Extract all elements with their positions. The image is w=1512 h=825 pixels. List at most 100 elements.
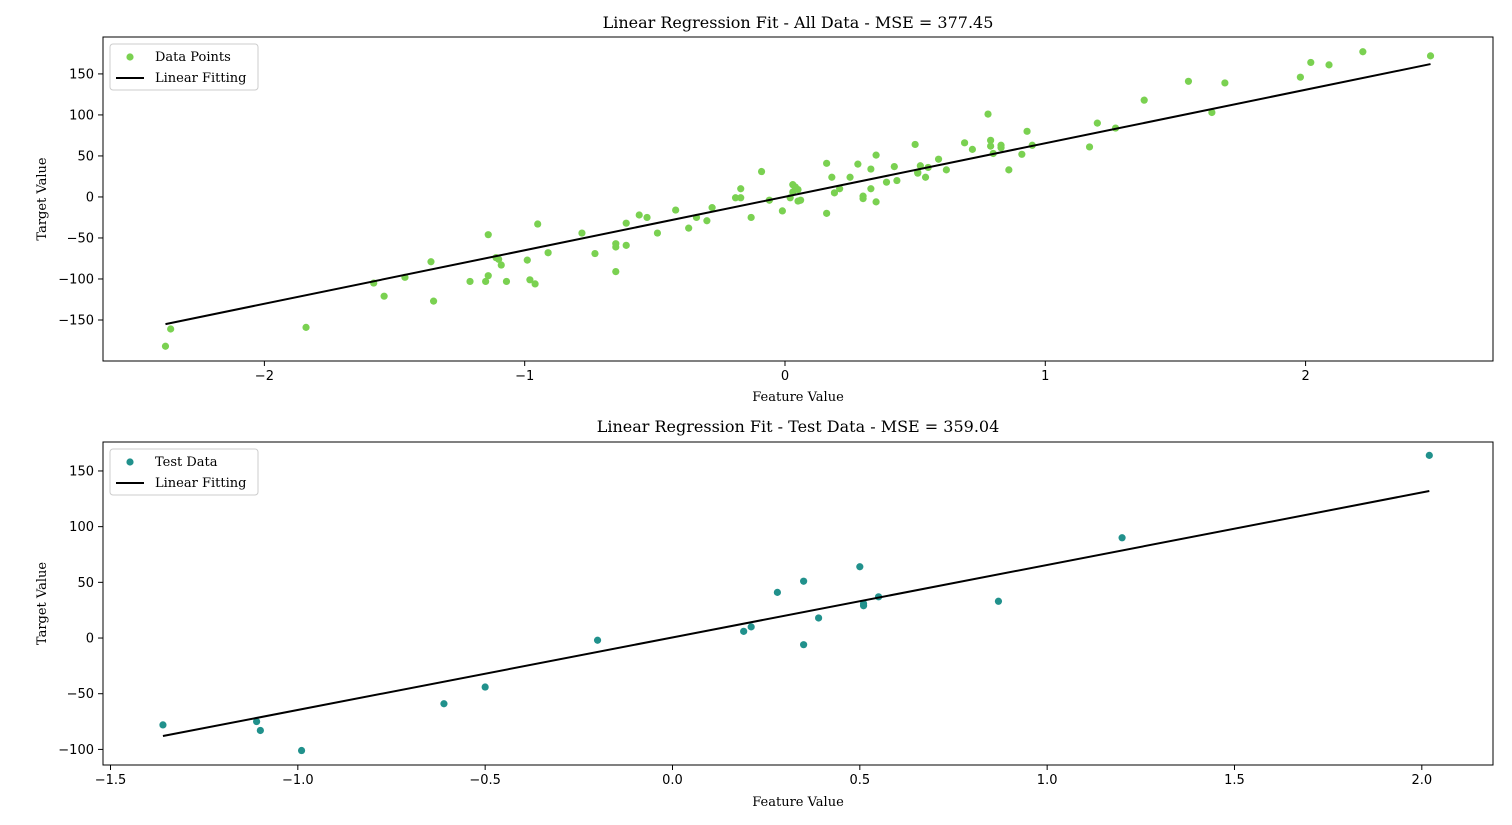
data-point [1085, 143, 1094, 151]
data-point [1140, 96, 1148, 104]
y-tick-label: −50 [67, 687, 94, 702]
data-point [1426, 52, 1435, 60]
data-point [1005, 166, 1013, 174]
data-point [882, 178, 891, 186]
legend-label: Test Data [155, 455, 218, 470]
y-tick-label: 50 [77, 149, 94, 164]
x-tick-label: −1 [515, 369, 534, 384]
data-point [484, 272, 492, 280]
plot-frame [102, 36, 1494, 362]
data-point [987, 136, 995, 144]
data-point [984, 110, 992, 118]
data-point [968, 145, 977, 153]
data-point [1118, 534, 1126, 542]
data-point [635, 211, 643, 219]
data-point [890, 163, 898, 171]
x-tick-label: 2.0 [1411, 773, 1432, 788]
data-point [987, 142, 995, 150]
y-tick-label: 100 [69, 520, 94, 535]
legend-label: Data Points [155, 50, 231, 65]
chart-title: Linear Regression Fit - Test Data - MSE … [597, 417, 1000, 436]
data-point [429, 297, 438, 305]
y-axis-label: Target Value [35, 562, 50, 645]
data-point [836, 185, 844, 193]
x-tick-label: −1.5 [95, 773, 127, 788]
data-point [495, 255, 503, 263]
data-point [854, 160, 862, 168]
legend-label: Linear Fitting [155, 71, 246, 86]
data-point [1221, 79, 1229, 87]
data-point [942, 166, 950, 174]
data-point [612, 267, 620, 276]
data-point [427, 258, 435, 266]
data-point [737, 194, 745, 202]
data-point [167, 325, 175, 333]
y-tick-label: −100 [58, 743, 94, 758]
data-point [815, 614, 823, 622]
data-point [830, 189, 839, 197]
y-tick-label: −50 [67, 231, 94, 246]
data-point [302, 323, 310, 331]
data-point [794, 185, 802, 194]
y-tick-label: −100 [58, 272, 94, 287]
data-point [1307, 58, 1315, 67]
data-point [593, 636, 602, 644]
data-point [534, 220, 542, 228]
data-point [544, 249, 552, 257]
data-point [828, 173, 836, 181]
legend [109, 43, 259, 91]
x-tick-label: −1.0 [282, 773, 314, 788]
data-point [253, 717, 261, 726]
data-point [997, 144, 1005, 152]
y-tick-label: 0 [86, 632, 94, 647]
data-point [591, 249, 599, 258]
data-point [800, 577, 808, 585]
data-point [643, 213, 651, 222]
data-point [256, 726, 264, 735]
data-point [531, 280, 539, 288]
data-point [1018, 150, 1026, 158]
data-point [867, 165, 875, 173]
data-point [672, 206, 680, 214]
data-point [1425, 451, 1433, 459]
data-point [526, 276, 534, 284]
data-point [911, 140, 919, 149]
legend-marker [126, 458, 134, 466]
legend [109, 448, 259, 496]
data-point [612, 243, 620, 251]
legend-label: Linear Fitting [155, 476, 246, 491]
x-tick-label: 0.0 [662, 773, 683, 788]
x-tick-label: 0.5 [849, 773, 870, 788]
y-tick-label: 100 [69, 108, 94, 123]
data-point [297, 746, 306, 755]
plot-frame [102, 441, 1494, 766]
data-point [856, 563, 864, 571]
data-point [934, 155, 943, 163]
data-point [994, 597, 1003, 605]
chart-all-data: Linear Regression Fit - All Data - MSE =… [35, 13, 1494, 405]
data-point [482, 277, 490, 286]
data-point [440, 700, 448, 708]
data-point [159, 721, 167, 729]
data-point [747, 623, 755, 631]
data-point [859, 194, 867, 203]
data-point [1296, 73, 1304, 81]
data-point [1359, 48, 1367, 56]
x-axis-label: Feature Value [752, 795, 844, 810]
series-test-data [159, 451, 1433, 755]
data-point [867, 185, 875, 193]
data-point [1184, 77, 1193, 85]
x-tick-label: 1 [1041, 369, 1049, 384]
data-point [1023, 127, 1031, 135]
data-point [380, 292, 388, 300]
data-point [846, 173, 854, 181]
data-point [731, 194, 740, 202]
data-point [622, 241, 630, 249]
y-tick-label: 150 [69, 464, 94, 479]
data-point [161, 342, 170, 350]
legend-marker [126, 53, 134, 61]
data-point [872, 198, 880, 206]
chart-title: Linear Regression Fit - All Data - MSE =… [603, 13, 994, 32]
data-point [1093, 119, 1101, 127]
